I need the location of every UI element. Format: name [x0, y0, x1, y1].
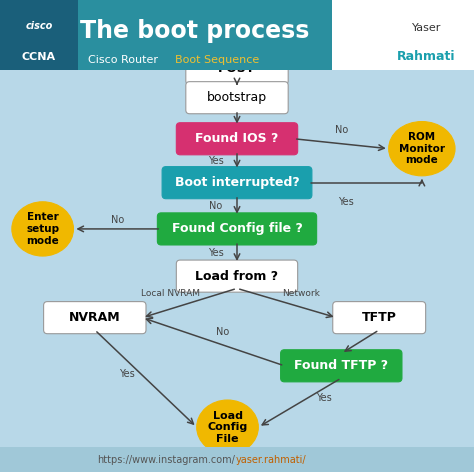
- FancyBboxPatch shape: [281, 350, 402, 382]
- Ellipse shape: [197, 400, 258, 454]
- Text: ROM
Monitor
mode: ROM Monitor mode: [399, 132, 445, 165]
- Bar: [0, 447, 474, 472]
- Text: Found TFTP ?: Found TFTP ?: [294, 359, 388, 372]
- FancyBboxPatch shape: [176, 123, 298, 155]
- Text: Yes: Yes: [316, 393, 331, 403]
- FancyBboxPatch shape: [186, 52, 288, 84]
- Text: The boot process: The boot process: [80, 19, 309, 42]
- Bar: [0, 0, 78, 70]
- Text: Load
Config
File: Load Config File: [208, 411, 247, 444]
- Text: cisco: cisco: [25, 21, 53, 32]
- Text: No: No: [209, 201, 222, 211]
- Text: Load from ?: Load from ?: [195, 270, 279, 283]
- Text: NVRAM: NVRAM: [69, 311, 120, 324]
- FancyBboxPatch shape: [176, 260, 298, 292]
- Text: Yes: Yes: [119, 369, 135, 379]
- Text: Yes: Yes: [338, 196, 354, 207]
- Text: Yes: Yes: [208, 247, 224, 258]
- Text: Found IOS ?: Found IOS ?: [195, 132, 279, 145]
- Text: POST: POST: [219, 62, 255, 75]
- Text: Yes: Yes: [208, 156, 224, 166]
- Text: bootstrap: bootstrap: [207, 91, 267, 104]
- Text: Enter
setup
mode: Enter setup mode: [26, 212, 59, 245]
- Text: Boot interrupted?: Boot interrupted?: [174, 176, 300, 189]
- Text: No: No: [216, 327, 229, 337]
- FancyBboxPatch shape: [333, 302, 426, 334]
- Text: https://www.instagram.com/: https://www.instagram.com/: [97, 455, 235, 465]
- Bar: [0, 0, 474, 70]
- Text: Network: Network: [282, 289, 320, 298]
- Ellipse shape: [12, 202, 73, 256]
- Text: Local NVRAM: Local NVRAM: [141, 289, 200, 298]
- FancyBboxPatch shape: [186, 82, 288, 114]
- FancyBboxPatch shape: [162, 167, 312, 199]
- Text: Yaser: Yaser: [412, 23, 441, 34]
- Text: No: No: [335, 125, 348, 135]
- Text: CCNA: CCNA: [22, 51, 56, 62]
- Text: Boot Sequence: Boot Sequence: [175, 55, 260, 66]
- Text: No: No: [111, 215, 124, 226]
- Text: Rahmati: Rahmati: [397, 50, 456, 63]
- Text: TFTP: TFTP: [362, 311, 397, 324]
- Text: yaser.rahmati/: yaser.rahmati/: [236, 455, 306, 465]
- Text: Cisco Router: Cisco Router: [88, 55, 161, 66]
- Text: Found Config file ?: Found Config file ?: [172, 222, 302, 236]
- FancyBboxPatch shape: [157, 213, 317, 245]
- FancyBboxPatch shape: [44, 302, 146, 334]
- Ellipse shape: [389, 121, 455, 176]
- Bar: [332, 0, 474, 70]
